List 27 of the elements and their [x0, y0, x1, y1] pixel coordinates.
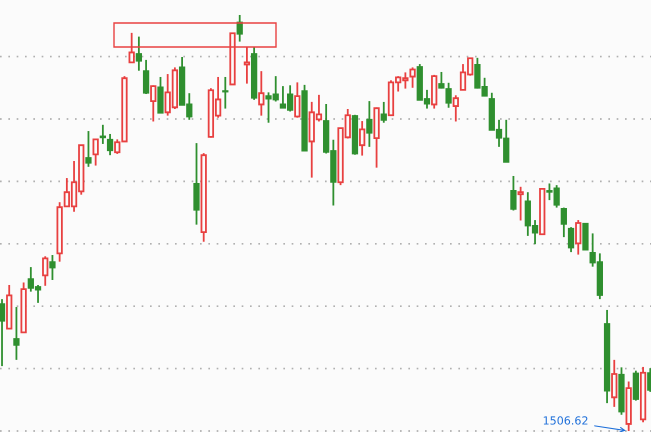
candlestick	[568, 226, 574, 254]
candlestick	[560, 206, 567, 238]
candlestick	[49, 254, 56, 281]
candlestick	[380, 101, 387, 124]
candlestick	[106, 133, 114, 156]
candlestick	[294, 81, 300, 119]
candlestick	[142, 59, 150, 95]
candlestick	[236, 14, 243, 43]
candlestick	[85, 130, 92, 168]
candlestick	[409, 66, 416, 89]
candlestick	[517, 186, 524, 222]
candlestick	[611, 358, 618, 408]
candlestick	[258, 70, 264, 117]
candlestick	[136, 36, 142, 72]
candlestick	[575, 219, 582, 256]
candlestick	[100, 124, 106, 145]
candlestick	[452, 94, 459, 122]
candlestick	[150, 84, 156, 122]
candlestick	[92, 138, 99, 166]
candlestick	[42, 255, 48, 287]
candlestick	[222, 76, 228, 110]
annotation: 1506.62	[544, 416, 588, 425]
candlestick	[0, 298, 6, 368]
candlestick	[359, 120, 366, 156]
candlestick	[13, 306, 20, 361]
candlestick	[510, 175, 517, 212]
candlestick	[366, 100, 373, 148]
